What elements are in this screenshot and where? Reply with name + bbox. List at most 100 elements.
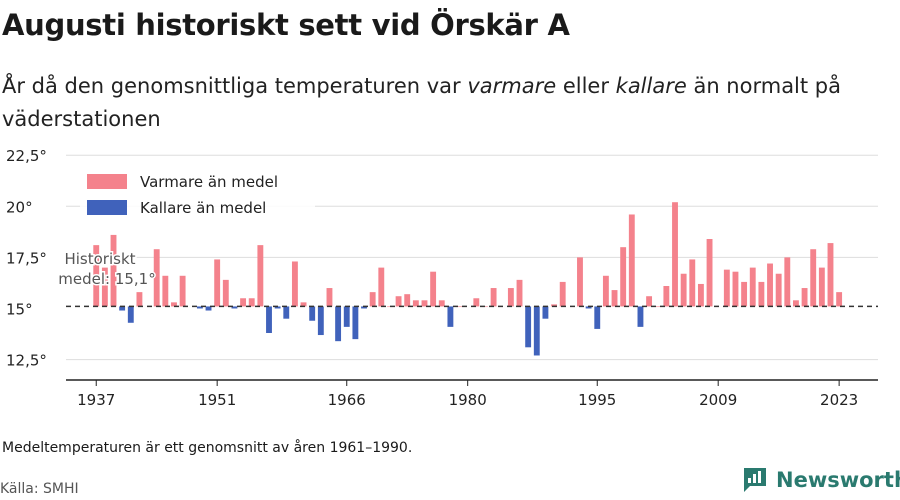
x-tick-label: 1966: [328, 391, 366, 409]
bar-warm: [378, 267, 385, 307]
bar-warm: [827, 243, 834, 307]
bar-warm: [240, 298, 247, 307]
bar-warm: [162, 275, 169, 307]
bar-warm: [654, 306, 661, 308]
x-tick-label: 1995: [578, 391, 616, 409]
bar-warm: [818, 267, 825, 307]
bar-warm: [672, 202, 678, 307]
legend-swatch-cold: [87, 200, 127, 215]
bar-warm: [611, 290, 618, 307]
bar-warm: [801, 288, 808, 307]
bar-warm: [214, 259, 221, 307]
bar-cold: [352, 306, 359, 340]
bar-warm: [836, 292, 843, 307]
bar-warm: [136, 292, 143, 307]
bar-cold: [283, 306, 290, 319]
bar-warm: [438, 300, 445, 307]
bar-cold: [335, 306, 342, 342]
bar-warm: [663, 286, 670, 307]
bar-cold: [309, 306, 316, 321]
brand-name: Newsworthy: [776, 468, 900, 492]
subtitle-text-3: än normalt på väderstationen: [2, 74, 841, 131]
bar-warm: [421, 300, 428, 307]
bar-cold: [119, 306, 126, 311]
x-tick-label: 1937: [77, 391, 115, 409]
bar-warm: [369, 292, 376, 307]
bar-warm: [767, 263, 773, 307]
bar-warm: [404, 294, 411, 307]
bar-cold: [317, 306, 324, 336]
bar-warm: [559, 281, 566, 307]
bar-warm: [222, 279, 229, 307]
legend-label-cold: Kallare än medel: [140, 199, 266, 217]
chart-title: Augusti historiskt sett vid Örskär A: [2, 8, 570, 42]
bar-warm: [248, 298, 255, 307]
bar-cold: [266, 306, 272, 333]
bar-warm: [602, 275, 609, 307]
bar-warm: [784, 257, 791, 307]
x-tick-label: 2023: [820, 391, 858, 409]
x-tick-label: 1951: [198, 391, 236, 409]
bar-cold: [525, 306, 532, 348]
legend-swatch-warm: [87, 174, 127, 189]
bar-warm: [171, 302, 177, 307]
bar-cold: [594, 306, 601, 329]
bar-cold: [533, 306, 540, 356]
bar-warm: [749, 267, 756, 307]
brand-logo: Newsworthy: [742, 466, 900, 494]
bar-warm: [101, 267, 108, 307]
footnote: Medeltemperaturen är ett genomsnitt av å…: [2, 440, 413, 456]
bar-cold: [637, 306, 644, 327]
bar-warm: [395, 296, 402, 307]
y-tick-label: 12,5°: [6, 352, 47, 370]
bar-warm: [551, 304, 558, 307]
y-tick-label: 22,5°: [6, 147, 47, 165]
bar-cold: [274, 306, 281, 309]
bar-warm: [758, 281, 765, 307]
y-tick-label: 20°: [6, 198, 33, 216]
bar-warm: [153, 249, 160, 307]
bar-warm: [257, 245, 264, 307]
bar-warm: [110, 234, 117, 307]
bar-warm: [646, 296, 653, 307]
bar-warm: [741, 281, 748, 307]
baseline-label: Historiskt: [64, 250, 135, 268]
bar-warm: [326, 288, 333, 307]
bar-warm: [577, 257, 583, 307]
chart-subtitle: År då den genomsnittliga temperaturen va…: [2, 70, 862, 136]
bar-warm: [179, 275, 186, 307]
x-tick-label: 2009: [699, 391, 737, 409]
bar-warm: [706, 239, 713, 307]
bar-cold: [585, 306, 592, 309]
y-tick-label: 15°: [6, 300, 33, 318]
bar-warm: [689, 259, 696, 307]
subtitle-emph-cold: kallare: [615, 74, 687, 98]
bar-warm: [680, 273, 687, 307]
bar-warm: [620, 247, 627, 307]
bar-cold: [542, 306, 549, 319]
y-tick-label: 17,5°: [6, 249, 47, 267]
bar-cold: [205, 306, 212, 311]
bar-warm: [93, 245, 100, 307]
bar-cold: [361, 306, 367, 309]
x-tick-label: 1980: [449, 391, 487, 409]
bar-warm: [473, 298, 480, 307]
bar-cold: [231, 306, 238, 309]
bar-warm: [723, 269, 730, 307]
legend-label-warm: Varmare än medel: [140, 173, 278, 191]
bar-warm: [792, 300, 799, 307]
bar-warm: [300, 302, 307, 307]
bar-cold: [343, 306, 350, 327]
bar-cold: [447, 306, 454, 327]
subtitle-emph-warm: varmare: [467, 74, 557, 98]
bar-warm: [490, 288, 497, 307]
bar-warm: [456, 306, 462, 308]
bar-warm: [412, 300, 419, 307]
baseline-label: medel: 15,1°: [58, 270, 155, 288]
bar-warm: [628, 214, 635, 307]
subtitle-text-2: eller: [556, 74, 616, 98]
subtitle-text-1: År då den genomsnittliga temperaturen va…: [2, 74, 468, 98]
bar-warm: [732, 271, 739, 307]
newsworthy-icon: [744, 468, 766, 492]
bar-cold: [127, 306, 134, 323]
